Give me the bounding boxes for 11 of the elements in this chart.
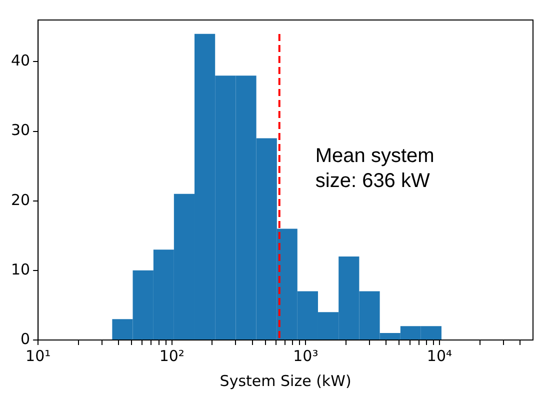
- x-tick-label: 10²: [159, 346, 184, 365]
- y-tick-label: 30: [10, 121, 30, 140]
- y-tick-label: 40: [10, 52, 30, 70]
- x-tick-label: 10³: [293, 346, 318, 365]
- y-tick-label: 0: [20, 330, 30, 348]
- x-tick-label: 10¹: [26, 346, 51, 365]
- ref-line-label: Mean system size: 636 kW: [315, 145, 434, 192]
- y-tick-label: 10: [10, 260, 30, 278]
- y-tick-label: 20: [10, 190, 30, 209]
- x-axis-title: System Size (kW): [220, 372, 352, 390]
- x-tick-label: 10⁴: [426, 346, 452, 365]
